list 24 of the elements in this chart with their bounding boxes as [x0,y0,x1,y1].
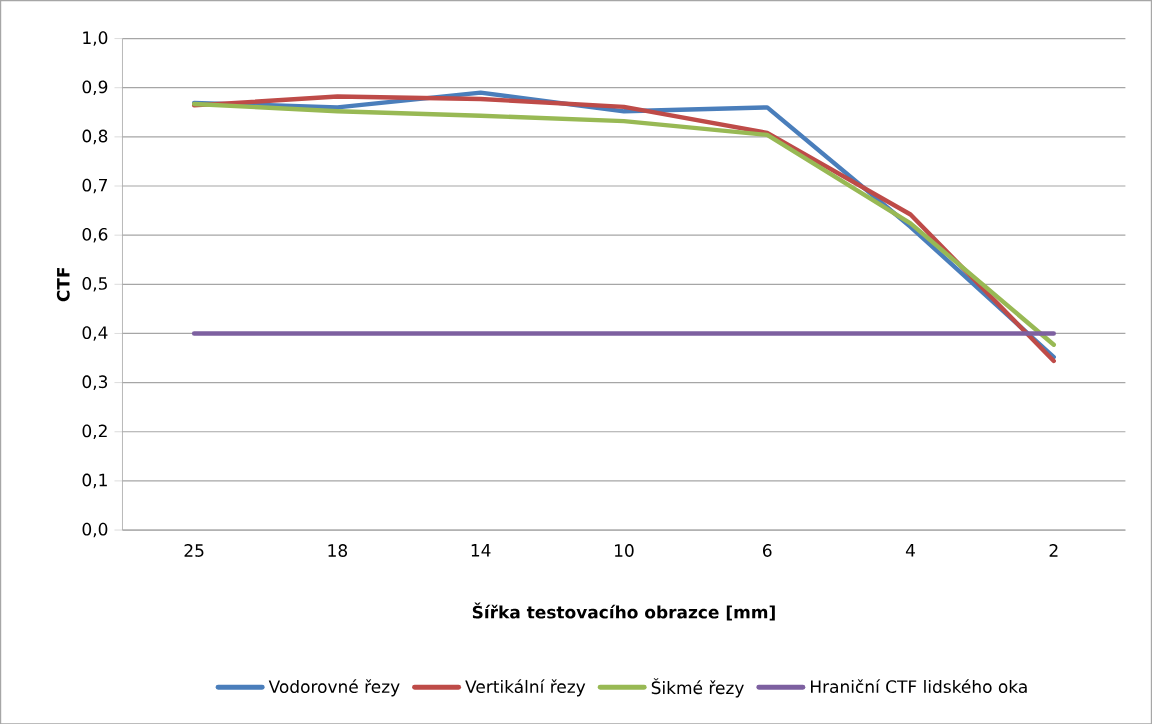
legend-label: Vertikální řezy [465,679,586,697]
y-tick-label: 0,8 [82,129,108,144]
y-tick-label: 0,5 [82,276,107,292]
y-tick-label: 0,2 [82,424,107,439]
legend-label: Vodorovné řezy [268,679,400,697]
y-tick-label: 0,6 [82,227,108,243]
x-tick-label: 25 [184,543,204,557]
y-tick-label: 0,3 [82,375,108,390]
y-tick-label: 0,1 [82,473,107,488]
x-tick-label: 18 [328,543,348,557]
y-tick-label: 1,0 [83,31,108,46]
legend-label: Hraniční CTF lidského oka [811,679,1027,693]
x-tick-label: 6 [763,543,772,557]
y-tick-label: 0,9 [82,80,108,95]
y-axis-title: CTF [56,267,70,302]
x-tick-label: 14 [471,543,491,557]
x-axis-title: Šířka testovacího obrazce [mm] [472,602,775,621]
x-tick-label: 2 [1049,543,1058,557]
y-tick-label: 0,4 [82,325,108,341]
x-tick-label: 4 [905,543,915,557]
y-tick-label: 0,0 [82,522,108,538]
legend-label: Šikmé řezy [651,677,744,698]
x-tick-label: 10 [615,543,634,557]
y-tick-label: 0,7 [82,178,107,194]
